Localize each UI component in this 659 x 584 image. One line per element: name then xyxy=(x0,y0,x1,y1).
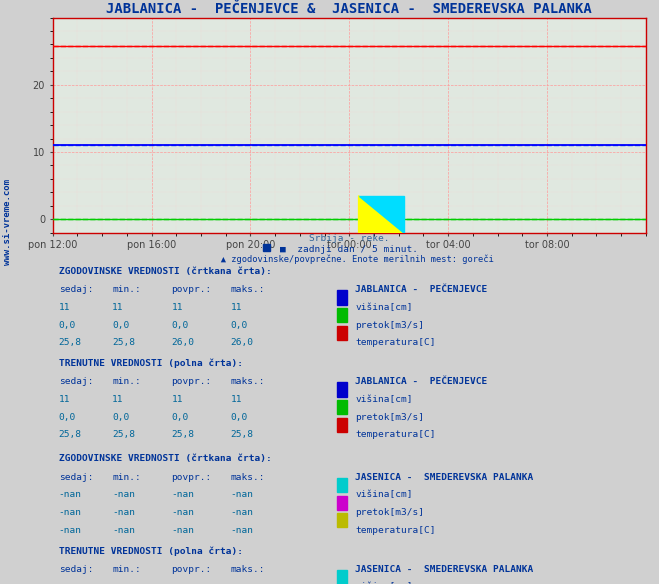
Text: sedaj:: sedaj: xyxy=(59,377,93,387)
Bar xyxy=(263,244,270,251)
Text: 11: 11 xyxy=(112,395,123,404)
Text: maks.:: maks.: xyxy=(231,565,265,574)
Text: -nan: -nan xyxy=(231,582,254,584)
Bar xyxy=(337,570,347,584)
Text: višina[cm]: višina[cm] xyxy=(355,395,413,404)
Text: 0,0: 0,0 xyxy=(59,413,76,422)
Text: -nan: -nan xyxy=(59,508,82,517)
Text: sedaj:: sedaj: xyxy=(59,473,93,482)
Text: temperatura[C]: temperatura[C] xyxy=(355,430,436,439)
Text: višina[cm]: višina[cm] xyxy=(355,582,413,584)
Bar xyxy=(337,513,347,527)
Text: višina[cm]: višina[cm] xyxy=(355,303,413,312)
Text: ■  zadnji dan / 5 minut.: ■ zadnji dan / 5 minut. xyxy=(280,245,418,253)
Text: 0,0: 0,0 xyxy=(171,321,188,329)
Text: sedaj:: sedaj: xyxy=(59,286,93,294)
Text: 0,0: 0,0 xyxy=(112,321,129,329)
Text: -nan: -nan xyxy=(59,491,82,499)
Text: ▲ zgodovinske/povprečne. Enote merilnih mest: goreči: ▲ zgodovinske/povprečne. Enote merilnih … xyxy=(205,255,494,264)
Text: min.:: min.: xyxy=(112,473,141,482)
Text: min.:: min.: xyxy=(112,565,141,574)
Text: pretok[m3/s]: pretok[m3/s] xyxy=(355,321,424,329)
Text: JASENICA -  SMEDEREVSKA PALANKA: JASENICA - SMEDEREVSKA PALANKA xyxy=(355,565,533,574)
Text: -nan: -nan xyxy=(231,491,254,499)
Text: -nan: -nan xyxy=(171,582,194,584)
Text: pretok[m3/s]: pretok[m3/s] xyxy=(355,508,424,517)
Text: 11: 11 xyxy=(112,303,123,312)
Text: 0,0: 0,0 xyxy=(112,413,129,422)
Text: povpr.:: povpr.: xyxy=(171,377,212,387)
Text: ZGODOVINSKE VREDNOSTI (črtkana črta):: ZGODOVINSKE VREDNOSTI (črtkana črta): xyxy=(59,267,272,276)
Text: 11: 11 xyxy=(171,395,183,404)
Text: sedaj:: sedaj: xyxy=(59,565,93,574)
Text: JASENICA -  SMEDEREVSKA PALANKA: JASENICA - SMEDEREVSKA PALANKA xyxy=(355,473,533,482)
Text: temperatura[C]: temperatura[C] xyxy=(355,526,436,535)
Text: temperatura[C]: temperatura[C] xyxy=(355,338,436,347)
Bar xyxy=(337,326,347,340)
Text: višina[cm]: višina[cm] xyxy=(355,491,413,499)
Text: povpr.:: povpr.: xyxy=(171,473,212,482)
Text: 0,0: 0,0 xyxy=(231,413,248,422)
Bar xyxy=(337,400,347,415)
Text: -nan: -nan xyxy=(112,582,135,584)
Text: -nan: -nan xyxy=(231,508,254,517)
Text: -nan: -nan xyxy=(59,582,82,584)
Bar xyxy=(337,308,347,322)
Polygon shape xyxy=(358,196,404,232)
Text: -nan: -nan xyxy=(171,491,194,499)
Text: 11: 11 xyxy=(231,395,242,404)
Text: 25,8: 25,8 xyxy=(59,338,82,347)
Text: -nan: -nan xyxy=(59,526,82,535)
Text: povpr.:: povpr.: xyxy=(171,565,212,574)
Text: 11: 11 xyxy=(171,303,183,312)
Text: www.si-vreme.com: www.si-vreme.com xyxy=(3,179,13,265)
Text: min.:: min.: xyxy=(112,377,141,387)
Text: 11: 11 xyxy=(59,395,70,404)
Bar xyxy=(337,496,347,510)
Text: 25,8: 25,8 xyxy=(112,430,135,439)
Text: povpr.:: povpr.: xyxy=(171,286,212,294)
Text: ZGODOVINSKE VREDNOSTI (črtkana črta):: ZGODOVINSKE VREDNOSTI (črtkana črta): xyxy=(59,454,272,463)
Text: 25,8: 25,8 xyxy=(112,338,135,347)
Text: maks.:: maks.: xyxy=(231,377,265,387)
Text: 26,0: 26,0 xyxy=(231,338,254,347)
Text: 25,8: 25,8 xyxy=(171,430,194,439)
Text: JABLANICA -  PEČENJEVCE: JABLANICA - PEČENJEVCE xyxy=(355,377,488,387)
Title: JABLANICA -  PEČENJEVCE &  JASENICA -  SMEDEREVSKA PALANKA: JABLANICA - PEČENJEVCE & JASENICA - SMED… xyxy=(106,2,592,16)
Text: 26,0: 26,0 xyxy=(171,338,194,347)
Text: maks.:: maks.: xyxy=(231,473,265,482)
Text: -nan: -nan xyxy=(171,526,194,535)
Text: pretok[m3/s]: pretok[m3/s] xyxy=(355,413,424,422)
Polygon shape xyxy=(358,196,404,232)
Bar xyxy=(337,478,347,492)
Text: -nan: -nan xyxy=(171,508,194,517)
Text: TRENUTNE VREDNOSTI (polna črta):: TRENUTNE VREDNOSTI (polna črta): xyxy=(59,359,243,368)
Bar xyxy=(337,290,347,305)
Text: 0,0: 0,0 xyxy=(231,321,248,329)
Text: 11: 11 xyxy=(59,303,70,312)
Text: -nan: -nan xyxy=(112,491,135,499)
Bar xyxy=(337,383,347,397)
Text: maks.:: maks.: xyxy=(231,286,265,294)
Bar xyxy=(337,418,347,432)
Text: min.:: min.: xyxy=(112,286,141,294)
Text: 0,0: 0,0 xyxy=(59,321,76,329)
Text: JABLANICA -  PEČENJEVCE: JABLANICA - PEČENJEVCE xyxy=(355,286,488,294)
Text: -nan: -nan xyxy=(112,508,135,517)
Text: 0,0: 0,0 xyxy=(171,413,188,422)
Text: 25,8: 25,8 xyxy=(231,430,254,439)
Text: -nan: -nan xyxy=(231,526,254,535)
Text: -nan: -nan xyxy=(112,526,135,535)
Text: Srbija - reke.: Srbija - reke. xyxy=(309,234,389,244)
Text: 25,8: 25,8 xyxy=(59,430,82,439)
Text: 11: 11 xyxy=(231,303,242,312)
Text: TRENUTNE VREDNOSTI (polna črta):: TRENUTNE VREDNOSTI (polna črta): xyxy=(59,546,243,555)
